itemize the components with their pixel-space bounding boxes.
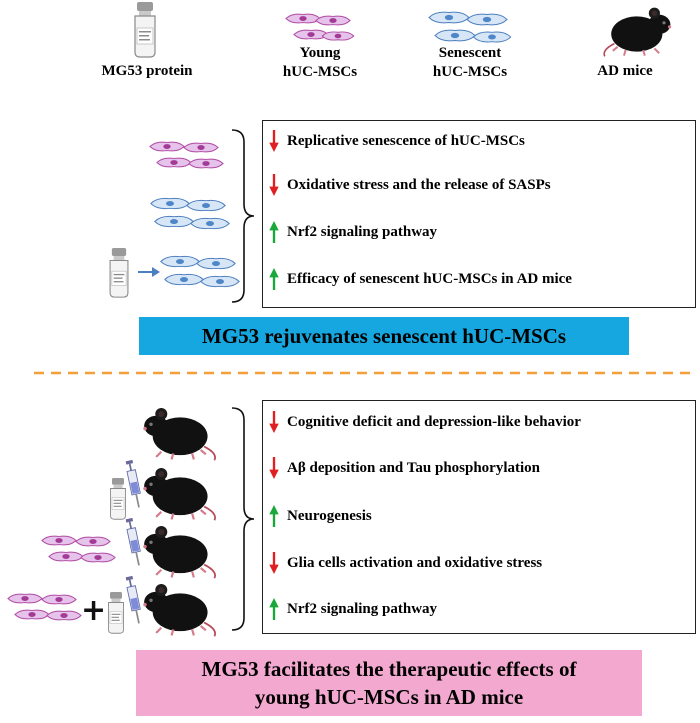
effect-text: Efficacy of senescent hUC-MSCs in AD mic… — [287, 270, 572, 287]
legend-label-senescent-line2: hUC-MSCs — [432, 64, 508, 80]
vial-icon — [130, 2, 160, 58]
senescent-cells-icon — [150, 197, 230, 230]
therapeutic-banner: MG53 facilitates the therapeutic effects… — [136, 650, 642, 716]
vial-icon — [104, 592, 128, 634]
legend-label-senescent-line1: Senescent — [438, 45, 502, 61]
vial-icon — [106, 478, 130, 520]
mouse-icon — [140, 520, 222, 580]
effect-row: Oxidative stress and the release of SASP… — [269, 174, 551, 196]
young-cells-icon — [41, 535, 116, 563]
effect-text: Oxidative stress and the release of SASP… — [287, 176, 551, 193]
arrow-down-icon — [269, 411, 279, 433]
effect-row: Nrf2 signaling pathway — [269, 221, 437, 243]
effect-row: Cognitive deficit and depression-like be… — [269, 411, 581, 433]
effect-text: Neurogenesis — [287, 507, 372, 524]
arrow-up-icon — [269, 221, 279, 243]
legend-label-senescent: Senescent hUC-MSCs — [410, 44, 530, 82]
arrow-down-icon — [269, 130, 279, 152]
legend-label-young: Young hUC-MSCs — [260, 44, 380, 82]
effects-box: Cognitive deficit and depression-like be… — [262, 400, 696, 634]
young-cells-icon — [285, 13, 355, 41]
arrow-down-icon — [269, 552, 279, 574]
effect-row: Neurogenesis — [269, 505, 372, 527]
effect-text: Cognitive deficit and depression-like be… — [287, 413, 581, 430]
arrow-down-icon — [269, 174, 279, 196]
mouse-icon — [600, 2, 672, 58]
arrow-right-icon — [138, 267, 160, 277]
effect-row: Replicative senescence of hUC-MSCs — [269, 130, 525, 152]
effect-row: Aβ deposition and Tau phosphorylation — [269, 457, 540, 479]
effect-text: Nrf2 signaling pathway — [287, 600, 438, 617]
effect-row: Glia cells activation and oxidative stre… — [269, 552, 542, 574]
therapeutic-banner-line2: young hUC-MSCs in AD mice — [254, 685, 524, 709]
legend-label-young-line1: Young — [299, 45, 341, 61]
mouse-icon — [140, 402, 222, 462]
rejuvenation-banner: MG53 rejuvenates senescent hUC-MSCs — [139, 317, 629, 355]
arrow-up-icon — [269, 598, 279, 620]
arrow-up-icon — [269, 268, 279, 290]
senescent-cells-icon — [428, 11, 512, 43]
legend-label-mg53: MG53 protein — [101, 63, 193, 79]
mouse-icon — [140, 578, 222, 638]
young-cells-icon — [7, 593, 82, 621]
effect-text: Glia cells activation and oxidative stre… — [287, 554, 543, 571]
plus-icon: + — [81, 593, 107, 628]
mouse-icon — [140, 462, 222, 522]
section-divider — [34, 371, 690, 375]
brace-icon — [231, 407, 255, 631]
effect-text: Aβ deposition and Tau phosphorylation — [287, 459, 541, 476]
effect-row: Nrf2 signaling pathway — [269, 598, 437, 620]
effects-box: Replicative senescence of hUC-MSCs Oxida… — [262, 120, 696, 308]
effect-row: Efficacy of senescent hUC-MSCs in AD mic… — [269, 268, 572, 290]
vial-icon — [104, 248, 134, 298]
arrow-down-icon — [269, 457, 279, 479]
legend-label-young-line2: hUC-MSCs — [282, 64, 358, 80]
effect-text: Nrf2 signaling pathway — [287, 223, 438, 240]
brace-icon — [231, 129, 255, 303]
legend-label-ad-mice: AD mice — [597, 63, 653, 79]
effect-text: Replicative senescence of hUC-MSCs — [287, 132, 525, 149]
young-cells-icon — [149, 141, 224, 169]
arrow-up-icon — [269, 505, 279, 527]
therapeutic-banner-line1: MG53 facilitates the therapeutic effects… — [201, 657, 577, 681]
